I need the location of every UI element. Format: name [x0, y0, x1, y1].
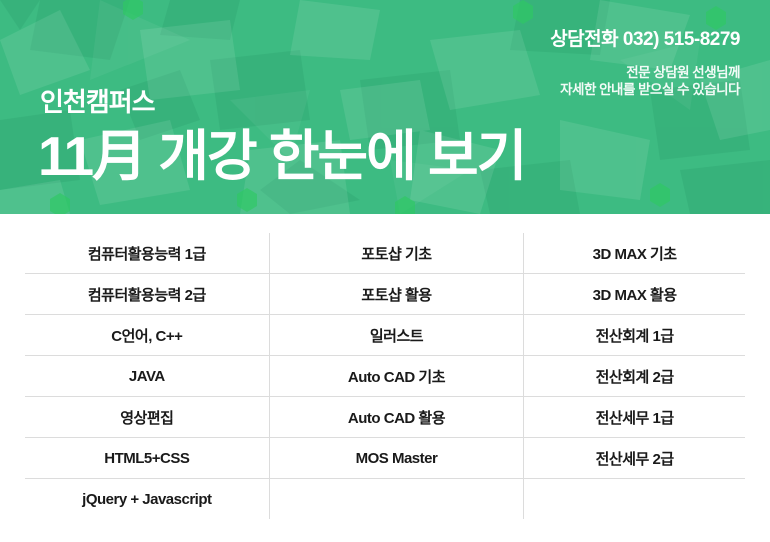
course-cell: 전산회계 1급	[523, 315, 745, 355]
course-cell: 일러스트	[268, 315, 524, 355]
course-cell: 포토샵 기초	[268, 233, 524, 273]
course-cell: 전산세무 2급	[523, 438, 745, 478]
course-cell: HTML5+CSS	[104, 449, 190, 467]
empty-cell	[523, 479, 745, 519]
table-row: 컴퓨터활용능력 2급 포토샵 활용 3D MAX 활용	[25, 274, 745, 315]
course-cell: 전산회계 2급	[523, 356, 745, 396]
course-cell: 전산세무 1급	[523, 397, 745, 437]
table-row: C언어, C++ 일러스트 전산회계 1급	[25, 315, 745, 356]
table-row: HTML5+CSS MOS Master 전산세무 2급	[25, 438, 745, 479]
page-title: 11月 개강 한눈에 보기	[38, 125, 527, 187]
phone-note-line1: 전문 상담원 선생님께	[626, 64, 740, 80]
phone-number: 상담전화 032) 515-8279	[550, 29, 740, 50]
phone-note: 전문 상담원 선생님께 자세한 안내를 받으실 수 있습니다	[550, 64, 740, 99]
table-row: jQuery + Javascript	[25, 479, 745, 519]
course-cell: MOS Master	[268, 438, 524, 478]
course-cell: Auto CAD 기초	[268, 356, 524, 396]
header-banner: 상담전화 032) 515-8279 전문 상담원 선생님께 자세한 안내를 받…	[0, 0, 770, 214]
course-cell: 3D MAX 기초	[523, 233, 745, 273]
course-cell: 컴퓨터활용능력 1급	[87, 245, 206, 263]
course-cell: Auto CAD 활용	[268, 397, 524, 437]
course-cell: jQuery + Javascript	[82, 490, 212, 508]
phone-note-line2: 자세한 안내를 받으실 수 있습니다	[560, 82, 740, 98]
course-cell: JAVA	[128, 367, 165, 385]
course-cell: 영상편집	[120, 409, 174, 427]
course-cell: 포토샵 활용	[268, 274, 524, 314]
geometric-pattern-decoration	[0, 0, 770, 214]
empty-cell	[268, 479, 524, 519]
table-row: 컴퓨터활용능력 1급 포토샵 기초 3D MAX 기초	[25, 233, 745, 274]
table-row: 영상편집 Auto CAD 활용 전산세무 1급	[25, 397, 745, 438]
course-cell: 컴퓨터활용능력 2급	[87, 286, 206, 304]
campus-label: 인천캠퍼스	[40, 87, 156, 117]
course-cell: C언어, C++	[111, 327, 183, 345]
contact-block: 상담전화 032) 515-8279 전문 상담원 선생님께 자세한 안내를 받…	[550, 29, 740, 99]
table-row: JAVA Auto CAD 기초 전산회계 2급	[25, 356, 745, 397]
course-cell: 3D MAX 활용	[523, 274, 745, 314]
